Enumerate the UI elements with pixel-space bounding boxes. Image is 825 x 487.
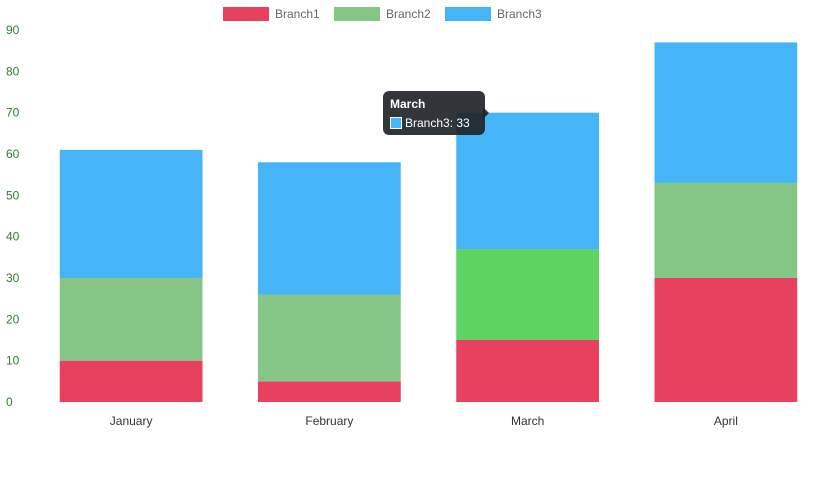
tooltip-caret <box>483 107 489 119</box>
bar-january-branch3[interactable] <box>59 149 203 278</box>
legend-swatch-branch2 <box>334 7 380 21</box>
bar-february-branch1[interactable] <box>258 381 401 402</box>
y-tick-label-70: 70 <box>6 106 20 120</box>
bar-march-branch1[interactable] <box>456 340 599 402</box>
legend: Branch1 Branch2 Branch3 <box>0 5 825 23</box>
legend-label-branch2: Branch2 <box>386 7 431 21</box>
bar-march-branch2[interactable] <box>456 249 599 340</box>
bar-april-branch3[interactable] <box>654 42 798 183</box>
x-tick-label-january: January <box>110 414 153 428</box>
x-tick-label-february: February <box>305 414 353 428</box>
legend-item-branch2[interactable]: Branch2 <box>334 5 431 23</box>
tooltip-title: March <box>390 97 426 111</box>
legend-swatch-branch1 <box>223 7 269 21</box>
y-tick-label-20: 20 <box>6 312 20 326</box>
x-tick-label-april: April <box>714 414 738 428</box>
y-tick-label-60: 60 <box>6 147 20 161</box>
bar-january-branch1[interactable] <box>59 360 203 402</box>
y-tick-label-80: 80 <box>6 64 20 78</box>
y-tick-label-0: 0 <box>6 395 13 409</box>
y-tick-label-30: 30 <box>6 271 20 285</box>
bar-february-branch2[interactable] <box>258 294 401 382</box>
tooltip-row: Branch3: 33 <box>390 115 478 131</box>
bar-march-branch3[interactable] <box>456 112 599 250</box>
x-tick-label-march: March <box>511 414 544 428</box>
legend-item-branch1[interactable]: Branch1 <box>223 5 320 23</box>
legend-item-branch3[interactable]: Branch3 <box>445 5 542 23</box>
y-tick-label-50: 50 <box>6 188 20 202</box>
y-tick-label-10: 10 <box>6 354 20 368</box>
legend-label-branch3: Branch3 <box>497 7 542 21</box>
bar-february-branch3[interactable] <box>258 162 401 295</box>
legend-swatch-branch3 <box>445 7 491 21</box>
tooltip-swatch <box>390 117 402 129</box>
bar-april-branch1[interactable] <box>654 278 798 402</box>
y-tick-label-40: 40 <box>6 230 20 244</box>
bar-april-branch2[interactable] <box>654 182 798 278</box>
bar-january-branch2[interactable] <box>59 278 203 361</box>
tooltip: March Branch3: 33 <box>383 91 485 135</box>
y-tick-label-90: 90 <box>6 23 20 37</box>
legend-label-branch1: Branch1 <box>275 7 320 21</box>
tooltip-label: Branch3: 33 <box>405 116 470 130</box>
